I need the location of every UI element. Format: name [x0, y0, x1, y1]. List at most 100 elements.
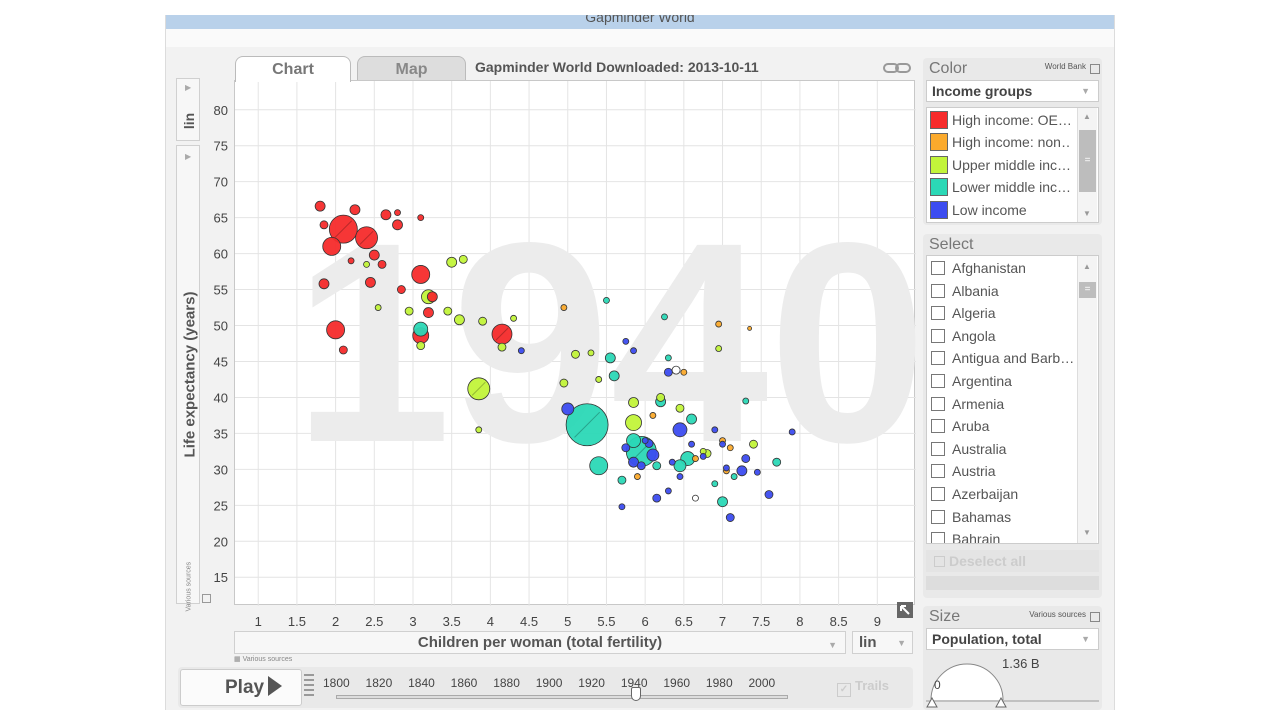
- data-bubble[interactable]: [318, 278, 330, 290]
- data-bubble[interactable]: [711, 426, 719, 434]
- data-bubble[interactable]: [478, 316, 488, 326]
- y-source-grid-icon[interactable]: [202, 594, 211, 603]
- data-bubble[interactable]: [675, 403, 685, 413]
- data-bubble[interactable]: [715, 320, 723, 328]
- data-bubble[interactable]: [641, 437, 649, 444]
- data-bubble[interactable]: [565, 403, 609, 447]
- data-bubble[interactable]: [621, 443, 631, 453]
- data-bubble[interactable]: [404, 306, 414, 316]
- data-bubble[interactable]: [625, 414, 642, 432]
- data-bubble[interactable]: [699, 453, 707, 460]
- data-bubble[interactable]: [742, 397, 750, 405]
- data-bubble[interactable]: [394, 209, 401, 217]
- data-bubble[interactable]: [347, 257, 355, 265]
- data-bubble[interactable]: [392, 219, 403, 231]
- country-scrollbar[interactable]: ▲ = ▼: [1077, 256, 1097, 543]
- data-bubble[interactable]: [726, 444, 734, 452]
- data-bubble[interactable]: [723, 464, 730, 472]
- x-axis-source[interactable]: ▦ Various sources: [234, 656, 293, 663]
- data-bubble[interactable]: [730, 473, 738, 480]
- data-bubble[interactable]: [571, 349, 580, 359]
- data-bubble[interactable]: [363, 260, 370, 268]
- data-bubble[interactable]: [355, 226, 378, 250]
- size-select[interactable]: Population, total ▼: [926, 628, 1099, 650]
- grid-icon[interactable]: [1090, 64, 1100, 74]
- data-bubble[interactable]: [349, 204, 361, 216]
- data-bubble[interactable]: [753, 468, 761, 476]
- legend-item-high-oecd[interactable]: High income: OE…: [930, 109, 1070, 131]
- country-item[interactable]: Antigua and Barb…: [931, 347, 1077, 369]
- data-bubble[interactable]: [652, 493, 662, 503]
- data-bubble[interactable]: [413, 321, 429, 337]
- data-bubble[interactable]: [711, 480, 719, 488]
- color-source[interactable]: World Bank: [1044, 62, 1086, 71]
- data-bubble[interactable]: [322, 237, 342, 256]
- deselect-all-button[interactable]: Deselect all: [926, 550, 1099, 572]
- data-bubble[interactable]: [454, 314, 465, 326]
- data-bubble[interactable]: [423, 307, 434, 318]
- data-bubble[interactable]: [559, 378, 569, 388]
- country-item[interactable]: Aruba: [931, 415, 1077, 437]
- data-bubble[interactable]: [741, 454, 751, 463]
- data-bubble[interactable]: [608, 370, 620, 382]
- data-bubble[interactable]: [626, 433, 641, 448]
- data-bubble[interactable]: [475, 426, 483, 434]
- data-bubble[interactable]: [374, 304, 382, 311]
- data-bubble[interactable]: [314, 200, 326, 212]
- data-bubble[interactable]: [417, 214, 425, 222]
- country-item[interactable]: Afghanistan: [931, 257, 1077, 279]
- data-bubble[interactable]: [377, 259, 387, 269]
- data-bubble[interactable]: [673, 459, 687, 473]
- data-bubble[interactable]: [646, 448, 660, 462]
- data-bubble[interactable]: [725, 513, 735, 522]
- data-bubble[interactable]: [764, 490, 774, 499]
- data-bubble[interactable]: [587, 349, 595, 357]
- data-bubble[interactable]: [692, 455, 699, 462]
- link-icon[interactable]: [883, 61, 913, 75]
- data-bubble[interactable]: [717, 496, 728, 508]
- data-bubble[interactable]: [719, 440, 726, 448]
- country-item[interactable]: Albania: [931, 280, 1077, 302]
- data-bubble[interactable]: [443, 306, 453, 316]
- data-bubble[interactable]: [603, 296, 610, 304]
- data-bubble[interactable]: [380, 209, 392, 221]
- data-bubble[interactable]: [688, 440, 695, 448]
- data-bubble[interactable]: [668, 458, 676, 466]
- country-item[interactable]: Angola: [931, 325, 1077, 347]
- expand-arrow-icon[interactable]: ▶: [185, 152, 192, 161]
- data-bubble[interactable]: [649, 412, 657, 419]
- size-source[interactable]: Various sources: [1029, 610, 1086, 619]
- country-item[interactable]: Azerbaijan: [931, 483, 1077, 505]
- data-bubble[interactable]: [672, 422, 688, 438]
- country-item[interactable]: Argentina: [931, 370, 1077, 392]
- data-bubble[interactable]: [446, 256, 458, 268]
- chart-area[interactable]: 1940: [234, 80, 916, 618]
- data-bubble[interactable]: [604, 352, 616, 364]
- data-bubble[interactable]: [326, 320, 346, 340]
- x-axis-selector[interactable]: Children per woman (total fertility) ▼: [234, 631, 846, 654]
- scatter-plot[interactable]: 1940: [235, 81, 916, 606]
- data-bubble[interactable]: [656, 393, 666, 402]
- country-item[interactable]: Armenia: [931, 393, 1077, 415]
- data-bubble[interactable]: [663, 367, 673, 377]
- data-bubble[interactable]: [426, 291, 438, 303]
- trails-toggle[interactable]: ✓ Trails: [837, 678, 889, 697]
- data-bubble[interactable]: [467, 377, 491, 401]
- country-item[interactable]: Bahamas: [931, 506, 1077, 528]
- data-bubble[interactable]: [319, 220, 329, 230]
- y-scale-panel[interactable]: ▶ lin: [176, 78, 200, 141]
- data-bubble[interactable]: [680, 368, 688, 376]
- data-bubble[interactable]: [396, 285, 406, 294]
- data-bubble[interactable]: [338, 345, 348, 355]
- data-bubble[interactable]: [497, 342, 507, 352]
- data-bubble[interactable]: [628, 456, 639, 468]
- data-bubble[interactable]: [368, 249, 380, 261]
- data-bubble[interactable]: [664, 487, 672, 495]
- data-bubble[interactable]: [652, 461, 662, 471]
- data-bubble[interactable]: [715, 345, 723, 352]
- data-bubble[interactable]: [747, 325, 753, 331]
- legend-item-high-non-oecd[interactable]: High income: non…: [930, 131, 1070, 153]
- tab-map[interactable]: Map: [357, 56, 466, 81]
- y-scale-select[interactable]: lin: [181, 112, 197, 130]
- data-bubble[interactable]: [458, 254, 468, 264]
